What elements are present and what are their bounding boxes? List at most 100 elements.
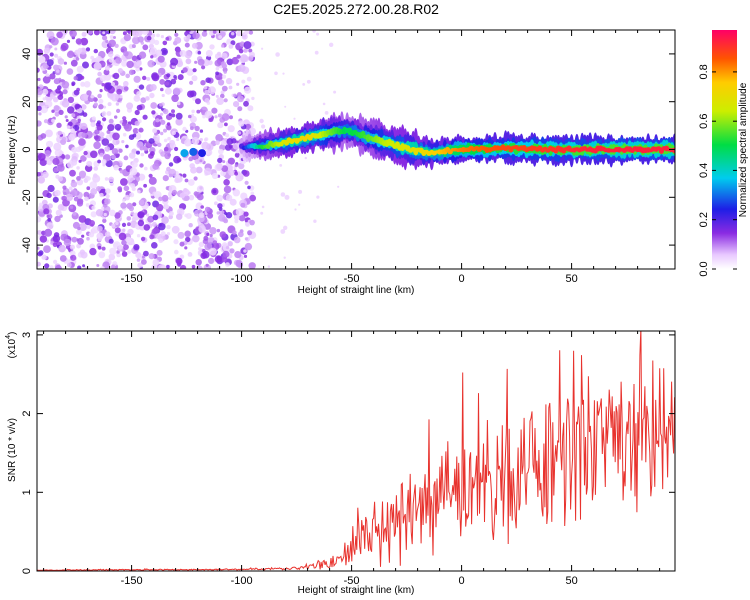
noise-speckle bbox=[245, 222, 250, 228]
noise-speckle bbox=[168, 162, 174, 167]
noise-speckle bbox=[160, 119, 166, 125]
noise-speckle bbox=[132, 202, 137, 207]
noise-speckle bbox=[63, 61, 67, 65]
noise-speckle bbox=[99, 75, 107, 82]
noise-speckle bbox=[156, 33, 160, 38]
snr-multiplier: (x104) bbox=[5, 332, 18, 359]
noise-speckle bbox=[231, 56, 240, 65]
noise-speckle bbox=[150, 55, 154, 59]
noise-speckle bbox=[205, 77, 211, 83]
noise-speckle bbox=[120, 202, 127, 209]
noise-speckle bbox=[191, 137, 200, 145]
noise-speckle bbox=[39, 235, 48, 243]
noise-speckle bbox=[233, 101, 240, 108]
noise-speckle bbox=[175, 257, 183, 265]
noise-speckle bbox=[179, 241, 185, 247]
noise-speckle bbox=[81, 234, 85, 238]
noise-speckle bbox=[42, 88, 49, 95]
noise-speckle bbox=[74, 103, 81, 110]
noise-speckle bbox=[134, 120, 140, 126]
noise-speckle bbox=[221, 52, 228, 60]
noise-speckle bbox=[163, 146, 169, 152]
noise-speckle bbox=[157, 55, 165, 63]
noise-speckle bbox=[166, 125, 172, 131]
noise-speckle bbox=[97, 225, 103, 232]
noise-speckle bbox=[47, 184, 55, 193]
noise-speckle bbox=[238, 162, 245, 170]
noise-speckle bbox=[80, 93, 89, 102]
noise-speckle bbox=[49, 73, 56, 80]
noise-speckle bbox=[261, 124, 266, 129]
noise-speckle bbox=[198, 225, 206, 233]
noise-speckle bbox=[211, 172, 219, 180]
noise-speckle bbox=[68, 186, 73, 191]
noise-speckle bbox=[241, 33, 248, 40]
noise-speckle bbox=[135, 252, 142, 259]
noise-speckle bbox=[50, 37, 59, 46]
noise-speckle bbox=[83, 266, 88, 269]
noise-speckle bbox=[122, 116, 127, 121]
noise-speckle bbox=[79, 249, 86, 255]
noise-speckle bbox=[220, 90, 225, 95]
noise-speckle bbox=[314, 50, 319, 55]
noise-speckle bbox=[123, 86, 129, 91]
noise-speckle bbox=[141, 255, 145, 259]
noise-speckle bbox=[163, 138, 168, 143]
noise-speckle bbox=[109, 247, 117, 255]
noise-speckle bbox=[174, 36, 182, 44]
noise-speckle bbox=[102, 117, 107, 122]
noise-speckle bbox=[116, 108, 121, 113]
noise-speckle bbox=[220, 44, 225, 48]
noise-speckle bbox=[102, 163, 106, 167]
noise-speckle bbox=[124, 123, 132, 132]
noise-speckle bbox=[170, 57, 179, 66]
noise-speckle bbox=[224, 122, 228, 127]
noise-speckle bbox=[133, 75, 141, 83]
noise-speckle bbox=[51, 109, 55, 113]
noise-speckle bbox=[241, 79, 246, 84]
noise-speckle bbox=[313, 219, 317, 223]
noise-speckle bbox=[279, 164, 283, 167]
noise-speckle bbox=[118, 232, 127, 241]
noise-speckle bbox=[169, 139, 176, 146]
noise-speckle bbox=[312, 30, 316, 33]
noise-speckle bbox=[243, 254, 248, 258]
noise-speckle bbox=[218, 209, 225, 216]
noise-speckle bbox=[94, 129, 100, 135]
noise-speckle bbox=[73, 89, 80, 96]
noise-speckle bbox=[58, 109, 64, 115]
noise-speckle bbox=[108, 118, 114, 124]
noise-speckle bbox=[247, 55, 254, 61]
noise-speckle bbox=[192, 31, 200, 40]
noise-speckle bbox=[64, 154, 71, 160]
noise-speckle bbox=[88, 220, 96, 227]
noise-speckle bbox=[105, 82, 113, 90]
noise-speckle bbox=[128, 152, 136, 159]
noise-speckle bbox=[77, 47, 83, 53]
noise-speckle bbox=[57, 204, 65, 211]
noise-speckle bbox=[46, 146, 51, 151]
noise-speckle bbox=[40, 105, 48, 114]
noise-speckle bbox=[128, 205, 134, 212]
noise-speckle bbox=[197, 50, 202, 55]
noise-speckle bbox=[168, 112, 172, 116]
noise-speckle bbox=[214, 115, 218, 119]
noise-speckle bbox=[221, 85, 228, 92]
noise-speckle bbox=[111, 148, 119, 155]
noise-speckle bbox=[64, 115, 68, 119]
noise-speckle bbox=[156, 203, 164, 212]
noise-speckle bbox=[96, 120, 101, 125]
noise-speckle bbox=[122, 198, 126, 202]
noise-speckle bbox=[90, 188, 98, 195]
noise-speckle bbox=[45, 129, 53, 138]
noise-speckle bbox=[216, 194, 223, 202]
noise-speckle bbox=[137, 262, 143, 268]
noise-speckle bbox=[52, 242, 58, 248]
noise-speckle bbox=[93, 141, 101, 150]
noise-speckle bbox=[104, 146, 110, 152]
noise-speckle bbox=[223, 185, 232, 194]
noise-speckle bbox=[114, 115, 118, 119]
noise-speckle bbox=[121, 122, 126, 127]
noise-speckle bbox=[243, 211, 249, 217]
noise-speckle bbox=[225, 133, 230, 138]
